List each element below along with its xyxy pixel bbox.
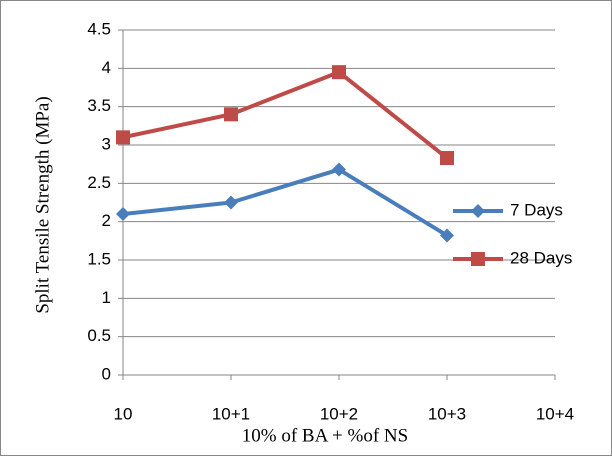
x-tick-label: 10+1 — [212, 404, 250, 423]
data-point — [332, 162, 346, 177]
y-tick-label: 0.5 — [87, 326, 111, 345]
data-point — [332, 65, 346, 80]
y-tick-label: 0 — [102, 364, 111, 383]
data-point — [440, 228, 454, 243]
legend-label: 28 Days — [510, 248, 572, 267]
x-tick-label: 10+3 — [428, 404, 466, 423]
y-tick-label: 3 — [102, 134, 111, 153]
legend-marker — [471, 204, 485, 218]
data-point — [224, 107, 238, 122]
y-tick-label: 1 — [102, 288, 111, 307]
series-line — [122, 70, 449, 160]
y-tick-label: 4 — [102, 58, 111, 77]
x-axis-title: 10% of BA + %of NS — [242, 425, 408, 446]
data-point — [116, 207, 130, 221]
legend-marker — [471, 252, 485, 266]
y-axis-title: Split Tensile Strength (MPa) — [32, 96, 53, 313]
y-tick-label: 4.5 — [87, 19, 111, 38]
data-point — [440, 151, 454, 166]
y-tick-label: 3.5 — [87, 96, 111, 115]
series-line — [122, 167, 449, 238]
data-point — [116, 130, 130, 145]
x-tick-label: 10+4 — [536, 404, 574, 423]
y-tick-label: 2.5 — [87, 173, 111, 192]
y-tick-label: 1.5 — [87, 249, 111, 268]
legend-label: 7 Days — [510, 200, 563, 219]
x-tick-label: 10 — [114, 404, 133, 423]
data-point — [224, 195, 238, 210]
x-tick-label: 10+2 — [320, 404, 358, 423]
y-tick-label: 2 — [102, 211, 111, 230]
